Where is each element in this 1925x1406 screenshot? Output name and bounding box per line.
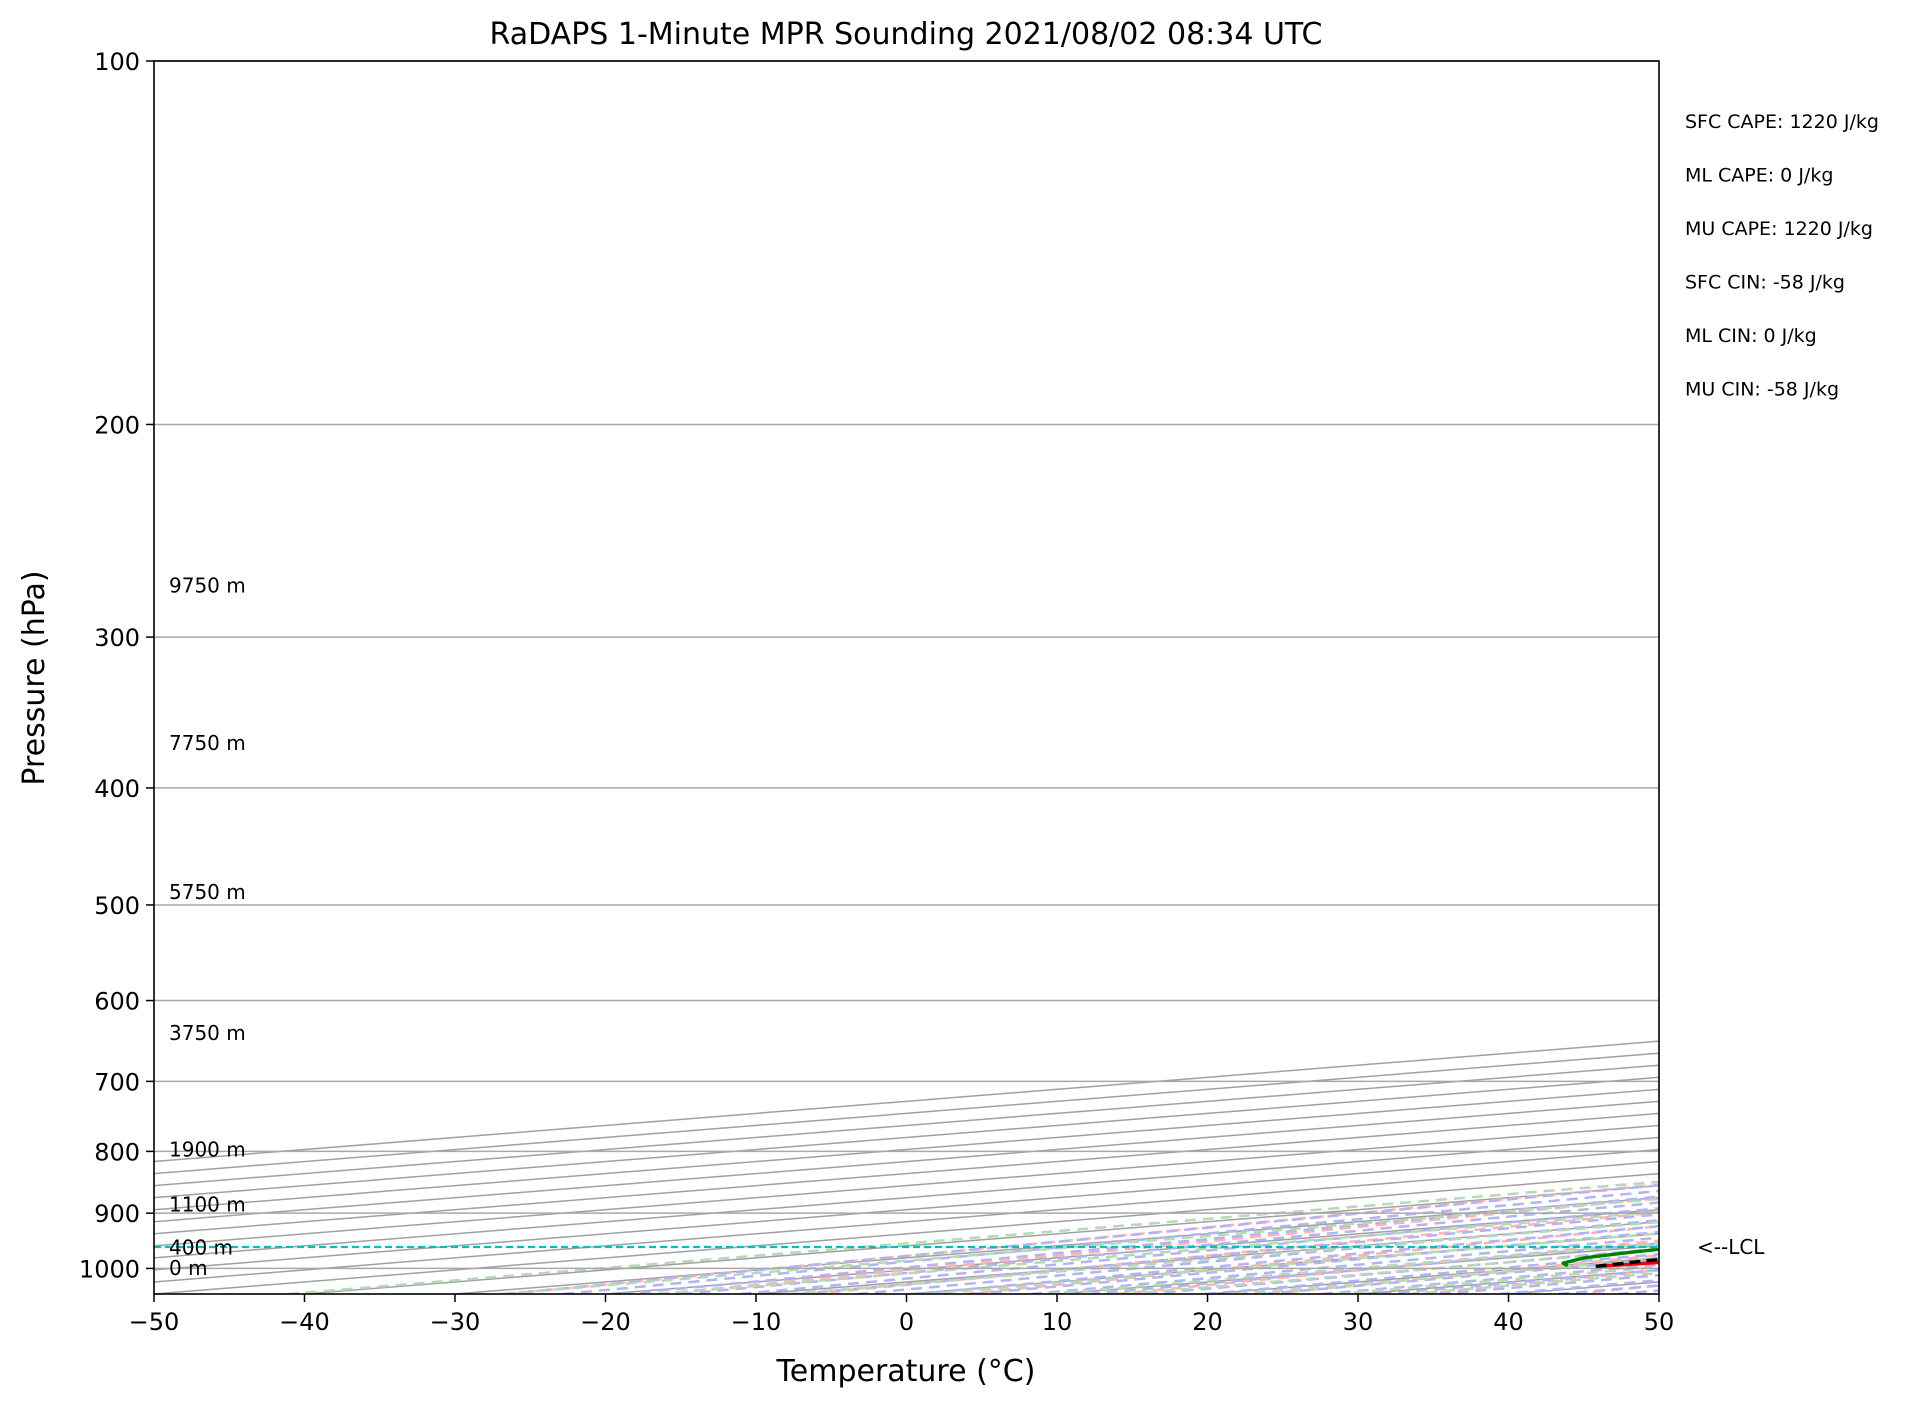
isotherm-line [154, 1052, 1659, 1175]
stat-line: SFC CIN: -58 J/kg [1685, 272, 1845, 294]
y-tick-label: 600 [94, 988, 140, 1016]
x-axis-label: Temperature (°C) [776, 1354, 1036, 1389]
mixing-ratio-line [786, 1220, 1659, 1294]
height-label: 0 m [169, 1256, 208, 1280]
y-tick-label: 100 [94, 48, 140, 76]
height-label: 1900 m [169, 1137, 246, 1161]
moist-adiabat-line [681, 1201, 1659, 1294]
mixing-ratio-line [1045, 1241, 1659, 1294]
height-label: 9750 m [169, 574, 246, 598]
isotherm-line [154, 1040, 1659, 1163]
y-tick-label: 200 [94, 411, 140, 439]
y-tick-label: 1000 [79, 1255, 140, 1283]
x-tick-label: −30 [430, 1308, 481, 1336]
mixing-ratio-line [287, 1180, 1659, 1294]
x-tick-label: 10 [1042, 1308, 1073, 1336]
y-axis-label: Pressure (hPa) [17, 570, 52, 785]
height-label: 400 m [169, 1236, 233, 1260]
stat-line: MU CAPE: 1220 J/kg [1685, 218, 1873, 240]
mixing-ratio-line [500, 1197, 1659, 1294]
height-label: 5750 m [169, 880, 246, 904]
height-label: 1100 m [169, 1192, 246, 1216]
y-tick-label: 400 [94, 775, 140, 803]
height-labels: 9750 m 7750 m 5750 m 3750 m 1900 m 1100 m 400 … [169, 574, 246, 1280]
y-tick-label: 800 [94, 1138, 140, 1166]
x-tick-label: −40 [279, 1308, 330, 1336]
x-tick-label: −10 [731, 1308, 782, 1336]
x-tick-label: −50 [129, 1308, 180, 1336]
isotherm-line [154, 1064, 1659, 1187]
x-tick-label: 0 [899, 1308, 914, 1336]
lcl-label: <--LCL [1697, 1235, 1765, 1259]
chart-title: RaDAPS 1-Minute MPR Sounding 2021/08/02 … [490, 17, 1323, 52]
y-tick-label: 900 [94, 1200, 140, 1228]
stats-panel: SFC CAPE: 1220 J/kg ML CAPE: 0 J/kg MU CAP… [1685, 111, 1879, 401]
height-label: 3750 m [169, 1021, 246, 1045]
x-tick-label: 50 [1644, 1308, 1675, 1336]
mixing-ratio-line [925, 1232, 1659, 1294]
x-tick-label: 40 [1493, 1308, 1524, 1336]
stat-line: ML CIN: 0 J/kg [1685, 325, 1817, 347]
y-tick-label: 300 [94, 624, 140, 652]
x-tick-label: 20 [1192, 1308, 1223, 1336]
y-tick-label: 700 [94, 1068, 140, 1096]
mixing-ratio-line [657, 1210, 1659, 1294]
axis-ticks: −50 −40 −30 −20 −10 0 10 20 30 40 50 1000 900 800 700 6… [79, 48, 1674, 1336]
stat-line: SFC CAPE: 1220 J/kg [1685, 111, 1879, 133]
isotherm-line [154, 1076, 1659, 1199]
stat-line: MU CIN: -58 J/kg [1685, 379, 1839, 401]
height-label: 7750 m [169, 731, 246, 755]
x-tick-label: 30 [1343, 1308, 1374, 1336]
stat-line: ML CAPE: 0 J/kg [1685, 165, 1833, 187]
x-tick-label: −20 [580, 1308, 631, 1336]
y-tick-label: 500 [94, 892, 140, 920]
